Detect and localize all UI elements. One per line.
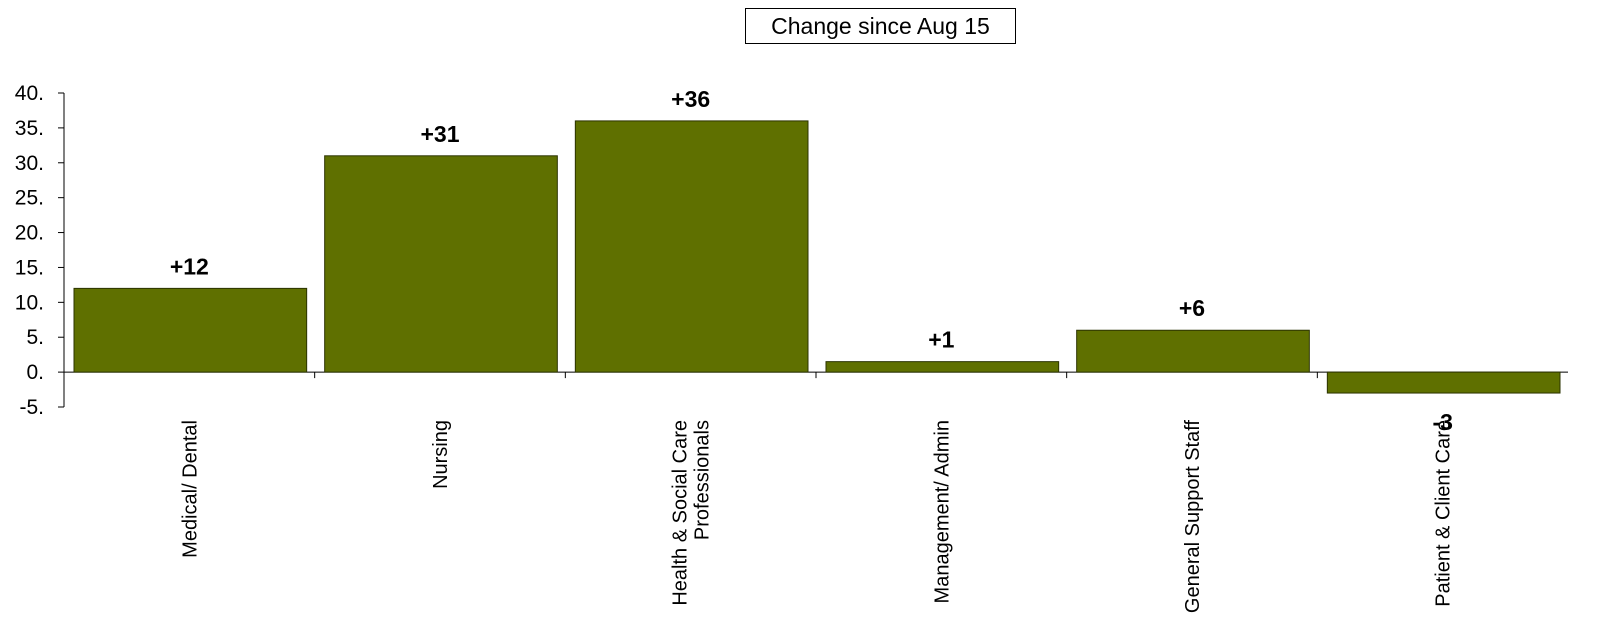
axes: 40. 35. 30. 25. 20. 15. 10. 5. 0. -5. <box>15 82 1568 419</box>
data-label: +36 <box>671 86 710 112</box>
x-tick-label-line: General Support Staff <box>1182 420 1204 614</box>
x-tick-label-line: Medical/ Dental <box>179 420 201 558</box>
y-tick-label: -5. <box>19 396 44 419</box>
x-tick-label: Health & Social Care Professionals <box>670 420 714 606</box>
y-tick-label: 10. <box>15 291 44 314</box>
bar <box>1326 371 1561 394</box>
bar <box>825 361 1060 373</box>
y-tick-label: 35. <box>15 117 44 140</box>
y-tick-label: 25. <box>15 187 44 210</box>
y-tick-label: 30. <box>15 152 44 175</box>
data-label: +31 <box>420 121 459 147</box>
category-labels: Medical/ Dental Nursing Health & Social Ca… <box>179 420 1454 614</box>
bar <box>324 155 558 373</box>
y-tick-label: 15. <box>15 256 44 279</box>
x-tick-label: Management/ Admin <box>931 420 953 603</box>
y-tick-label: 5. <box>26 326 44 349</box>
x-tick-label-line: Professionals <box>692 420 714 540</box>
bar <box>73 287 308 373</box>
chart-title: Change since Aug 15 <box>745 8 1016 44</box>
x-tick-label-line: Nursing <box>430 420 452 489</box>
x-tick-label-line: Management/ Admin <box>931 420 953 603</box>
x-tick-label: General Support Staff <box>1182 420 1204 614</box>
x-tick-label-line: Patient & Client Care <box>1433 420 1455 607</box>
data-label: +6 <box>1179 295 1205 321</box>
x-tick-label: Patient & Client Care <box>1433 420 1455 607</box>
x-tick-label: Nursing <box>430 420 452 489</box>
y-tick-label: 40. <box>15 82 44 105</box>
data-label: -3 <box>1432 409 1452 435</box>
data-label: +1 <box>928 327 954 353</box>
data-labels: +12 +31 +36 +1 +6 -3 <box>170 86 1453 435</box>
bar <box>1076 329 1310 373</box>
y-tick-label: 0. <box>26 361 44 384</box>
x-tick-label: Medical/ Dental <box>179 420 201 558</box>
data-label: +12 <box>170 253 209 279</box>
x-tick-label-line: Health & Social Care <box>670 420 692 606</box>
y-tick-label: 20. <box>15 222 44 245</box>
bar <box>574 120 809 373</box>
bars <box>73 120 1561 394</box>
